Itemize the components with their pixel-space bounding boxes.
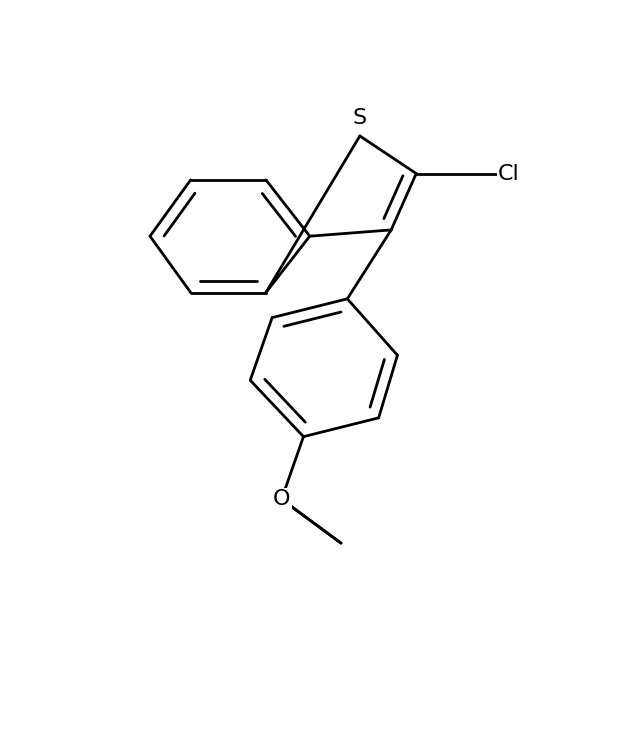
Text: S: S	[353, 108, 367, 129]
Text: O: O	[273, 489, 290, 509]
Text: Cl: Cl	[497, 164, 520, 183]
